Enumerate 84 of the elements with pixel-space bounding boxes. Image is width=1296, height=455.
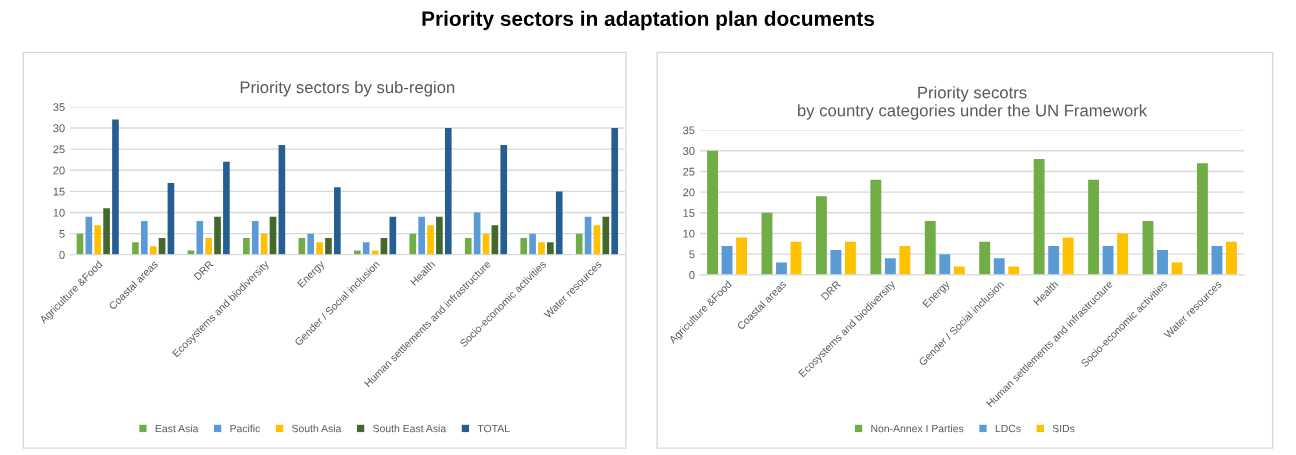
bar: [444, 128, 452, 255]
y-tick-label: 30: [683, 147, 695, 155]
bar: [924, 221, 936, 275]
legend-label: South East Asia: [373, 424, 447, 433]
legend-label: TOTAL: [477, 424, 510, 433]
y-tick-label: 0: [59, 251, 65, 259]
bar: [939, 254, 951, 275]
bar: [149, 246, 157, 255]
y-tick-label: 15: [53, 187, 65, 196]
bar: [307, 233, 315, 255]
y-tick-label: 10: [683, 229, 695, 238]
bar: [427, 225, 434, 255]
legend-label: LDCs: [995, 424, 1021, 433]
bar: [1226, 241, 1237, 275]
bar: [761, 212, 773, 275]
bar: [464, 237, 472, 255]
bar: [547, 242, 554, 255]
bar: [529, 233, 536, 255]
y-tick-label: 5: [59, 230, 65, 238]
bar: [1142, 221, 1154, 275]
bar: [520, 237, 528, 255]
bar: [325, 237, 332, 255]
bar: [870, 179, 882, 275]
y-tick-label: 0: [689, 271, 695, 279]
bar: [899, 245, 911, 275]
bar: [575, 233, 583, 255]
bar: [132, 242, 139, 255]
bar: [418, 216, 425, 255]
bar: [140, 221, 148, 255]
bar: [436, 216, 443, 255]
legend-label: SIDs: [1052, 424, 1075, 433]
bar: [1048, 245, 1060, 275]
y-tick-label: 25: [683, 167, 695, 176]
y-tick-label: 15: [683, 209, 695, 217]
bar: [979, 241, 991, 275]
bar: [214, 216, 221, 255]
bar: [707, 150, 718, 275]
bar: [251, 221, 259, 255]
bar: [389, 216, 397, 255]
bar: [815, 196, 827, 275]
y-tick-label: 35: [683, 126, 695, 135]
bar: [409, 233, 417, 255]
bar: [334, 187, 341, 255]
bar: [1157, 250, 1168, 275]
legend-label: Pacific: [230, 424, 261, 433]
bar: [500, 144, 508, 255]
bar: [94, 225, 102, 255]
bar: [884, 258, 896, 275]
y-tick-label: 20: [53, 166, 65, 175]
chart-title: Priority secotrs by country categories under the UN Framework: [798, 86, 1148, 120]
text: Priority sectors in adaptation plan documents: [422, 10, 875, 31]
legend-label: Non-Annex I Parties: [871, 424, 964, 433]
y-tick-label: 10: [53, 208, 65, 217]
bar: [1196, 163, 1208, 275]
y-tick-label: 5: [689, 250, 695, 259]
bar: [830, 250, 842, 275]
legend-label: South Asia: [292, 424, 342, 433]
y-tick-label: 25: [53, 145, 65, 154]
bar: [776, 262, 787, 275]
bar: [1062, 237, 1074, 275]
bar: [1117, 233, 1129, 275]
bar: [844, 241, 856, 275]
bar: [555, 191, 563, 255]
bar: [1088, 179, 1100, 275]
y-tick-label: 20: [683, 188, 695, 197]
bar: [362, 242, 370, 255]
bar: [243, 237, 250, 255]
bar: [103, 208, 110, 255]
bar: [1033, 159, 1045, 275]
legend-label: East Asia: [155, 424, 199, 433]
bar: [223, 161, 230, 255]
bar: [602, 216, 610, 255]
y-tick-label: 30: [53, 124, 65, 133]
bar: [112, 119, 119, 255]
bar: [205, 237, 212, 255]
bar: [611, 128, 619, 255]
bar: [993, 258, 1005, 275]
bar: [538, 242, 545, 255]
bar: [316, 242, 323, 255]
bar: [1102, 245, 1114, 275]
bar: [736, 237, 748, 275]
chart-title: Priority sectors by sub-region: [240, 80, 455, 97]
bar: [196, 221, 204, 255]
y-tick-label: 35: [53, 103, 65, 112]
